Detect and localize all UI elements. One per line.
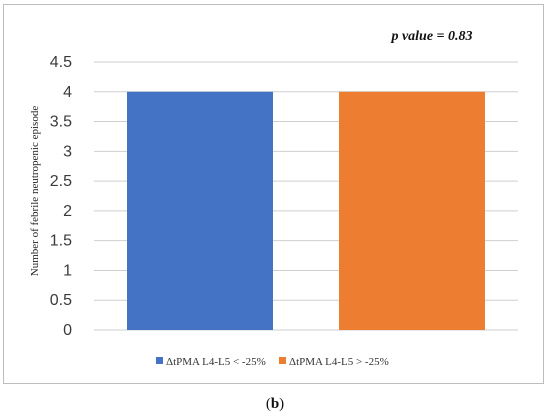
- y-axis-title: Number of febrile neutropenic episode: [29, 106, 41, 277]
- y-tick-label: 1: [63, 262, 72, 279]
- y-tick-label: 3.5: [50, 114, 72, 131]
- y-tick-label: 0: [63, 322, 72, 339]
- caption-letter: b: [270, 396, 280, 412]
- bar-chart: 0 0.5 1 1.5 2 2.5 3 3.5 4 4.5 Number of febrile n…: [29, 29, 518, 368]
- bars: [127, 91, 485, 331]
- y-tick-label: 2.5: [50, 173, 72, 190]
- bar-1: [127, 91, 273, 331]
- legend-item-2: ΔtPMA L4-L5 > -25%: [279, 356, 389, 368]
- figure-caption: (b): [265, 396, 285, 412]
- y-tick-label: 4: [63, 84, 72, 101]
- y-tick-labels: 0 0.5 1 1.5 2 2.5 3 3.5 4 4.5: [50, 54, 72, 339]
- p-value-annotation: p value = 0.83: [390, 29, 472, 44]
- y-tick-label: 0.5: [50, 292, 72, 309]
- y-tick-label: 3: [63, 143, 72, 160]
- bar-2: [339, 91, 485, 331]
- chart-frame: 0 0.5 1 1.5 2 2.5 3 3.5 4 4.5 Number of febrile n…: [3, 4, 544, 384]
- legend: ΔtPMA L4-L5 < -25% ΔtPMA L4-L5 > -25%: [156, 356, 389, 368]
- legend-label: ΔtPMA L4-L5 < -25%: [166, 356, 266, 368]
- legend-swatch: [279, 357, 286, 364]
- y-tick-label: 4.5: [50, 54, 72, 71]
- legend-label: ΔtPMA L4-L5 > -25%: [289, 356, 389, 368]
- y-tick-label: 2: [63, 203, 72, 220]
- legend-item-1: ΔtPMA L4-L5 < -25%: [156, 356, 266, 368]
- legend-swatch: [156, 357, 163, 364]
- y-tick-label: 1.5: [50, 233, 72, 250]
